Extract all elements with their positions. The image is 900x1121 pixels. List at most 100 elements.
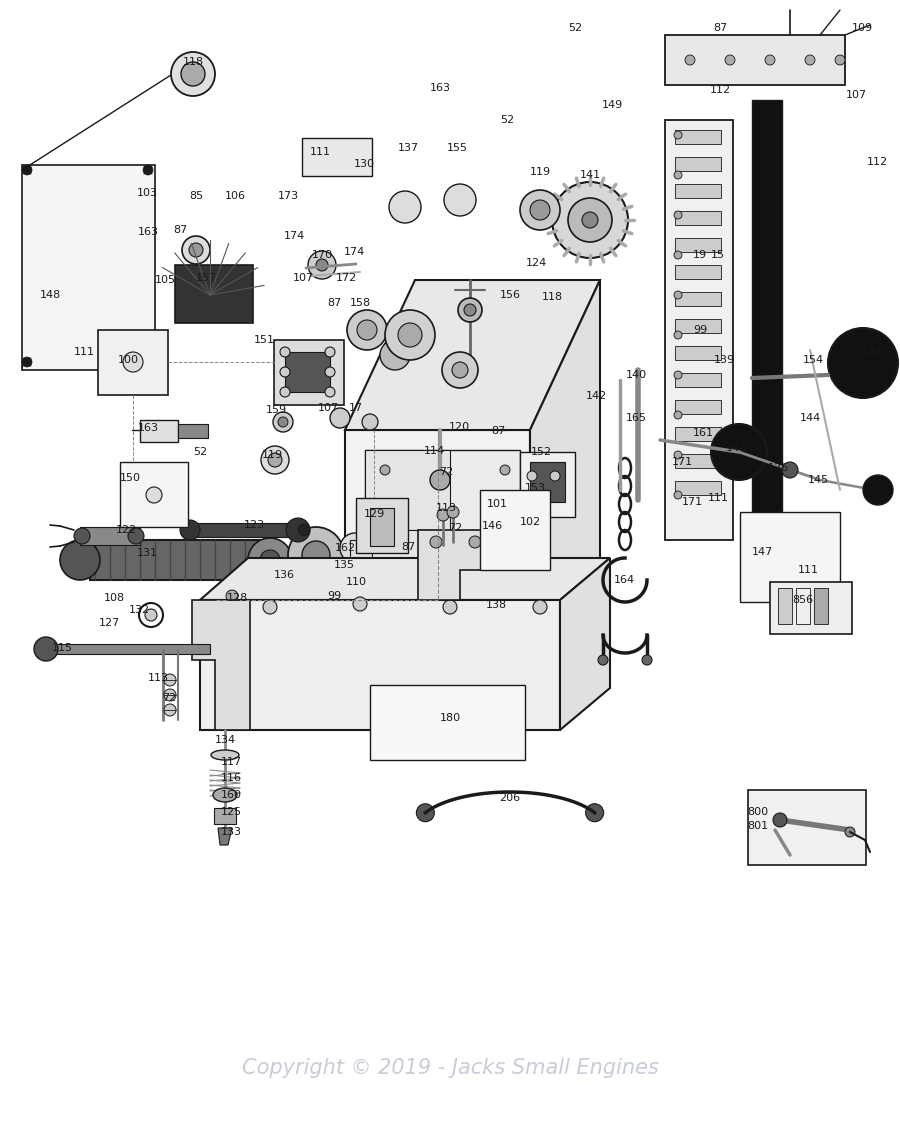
Bar (285, 352, 330, 392)
Circle shape (171, 52, 215, 96)
Circle shape (316, 259, 328, 271)
Bar (778, 589, 792, 624)
Text: 163: 163 (429, 83, 451, 93)
Text: 856: 856 (792, 595, 814, 605)
Text: 111: 111 (74, 348, 94, 356)
Bar (675, 454, 721, 467)
Polygon shape (345, 430, 530, 626)
Bar (350, 540, 372, 572)
Circle shape (280, 348, 290, 356)
Circle shape (380, 340, 410, 370)
Circle shape (22, 165, 32, 175)
Circle shape (773, 813, 787, 827)
Circle shape (143, 356, 153, 367)
Circle shape (357, 319, 377, 340)
Text: 133: 133 (220, 827, 241, 837)
Circle shape (268, 453, 282, 467)
Ellipse shape (211, 750, 239, 760)
Bar (675, 211, 721, 225)
Polygon shape (418, 530, 490, 600)
Text: 120: 120 (448, 421, 470, 432)
Polygon shape (560, 558, 610, 730)
Circle shape (674, 331, 682, 339)
Text: ©: © (500, 586, 520, 605)
Text: 156: 156 (500, 290, 520, 300)
Text: SMALL ENGINES: SMALL ENGINES (339, 610, 541, 630)
Polygon shape (200, 600, 560, 730)
Text: 15: 15 (711, 250, 725, 260)
Circle shape (263, 600, 277, 614)
Bar (356, 498, 408, 553)
Text: 101: 101 (487, 499, 508, 509)
Text: Copyright © 2019 - Jacks Small Engines: Copyright © 2019 - Jacks Small Engines (241, 1058, 659, 1078)
Text: 52: 52 (193, 447, 207, 457)
Text: 132: 132 (129, 605, 149, 615)
Text: 52: 52 (500, 115, 514, 126)
Text: 123: 123 (243, 520, 265, 530)
Circle shape (674, 411, 682, 419)
Text: 174: 174 (284, 231, 304, 241)
Text: 171: 171 (681, 497, 703, 507)
Bar (675, 481, 721, 495)
Bar (748, 790, 866, 865)
Circle shape (598, 655, 608, 665)
Circle shape (674, 451, 682, 458)
Circle shape (164, 689, 176, 701)
Text: 119: 119 (529, 167, 551, 177)
Circle shape (286, 518, 310, 541)
Text: 180: 180 (439, 713, 461, 723)
Polygon shape (218, 828, 232, 845)
Circle shape (380, 465, 390, 475)
Text: 105: 105 (155, 275, 176, 285)
Bar (675, 265, 721, 279)
Text: 124: 124 (526, 258, 546, 268)
Text: 107: 107 (292, 274, 313, 282)
Text: 103: 103 (137, 188, 157, 198)
Circle shape (444, 184, 476, 216)
Bar (188, 524, 303, 537)
Bar (675, 373, 721, 387)
Circle shape (272, 568, 296, 592)
Circle shape (417, 804, 435, 822)
Text: 157: 157 (195, 274, 217, 282)
Circle shape (145, 609, 157, 621)
Text: 163: 163 (138, 423, 158, 433)
Bar (770, 582, 852, 634)
Circle shape (863, 475, 893, 504)
Text: 52: 52 (568, 24, 582, 33)
Text: 145: 145 (807, 475, 829, 485)
Circle shape (674, 291, 682, 299)
Bar (675, 427, 721, 441)
Text: 146: 146 (482, 521, 502, 531)
Text: 147: 147 (752, 547, 772, 557)
Text: 107: 107 (318, 404, 338, 413)
Circle shape (765, 55, 775, 65)
Circle shape (182, 237, 210, 265)
Text: 161: 161 (692, 428, 714, 438)
Circle shape (226, 590, 238, 602)
Circle shape (385, 585, 395, 595)
Text: 134: 134 (214, 735, 236, 745)
Circle shape (642, 655, 652, 665)
Circle shape (340, 532, 370, 563)
Circle shape (552, 182, 628, 258)
Text: 87: 87 (713, 24, 727, 33)
Circle shape (674, 491, 682, 499)
Circle shape (782, 462, 798, 478)
Circle shape (60, 540, 100, 580)
Circle shape (261, 446, 289, 474)
Circle shape (143, 165, 153, 175)
Circle shape (325, 367, 335, 377)
Text: 172: 172 (336, 274, 356, 282)
Text: 102: 102 (519, 517, 541, 527)
Circle shape (452, 362, 468, 378)
Text: 87: 87 (400, 541, 415, 552)
Circle shape (389, 191, 421, 223)
Text: 125: 125 (220, 807, 241, 817)
Text: 85: 85 (189, 191, 203, 201)
Text: 137: 137 (398, 143, 418, 152)
Text: 112: 112 (867, 157, 887, 167)
Bar (370, 685, 525, 760)
Bar (752, 100, 782, 545)
Text: 158: 158 (349, 298, 371, 308)
